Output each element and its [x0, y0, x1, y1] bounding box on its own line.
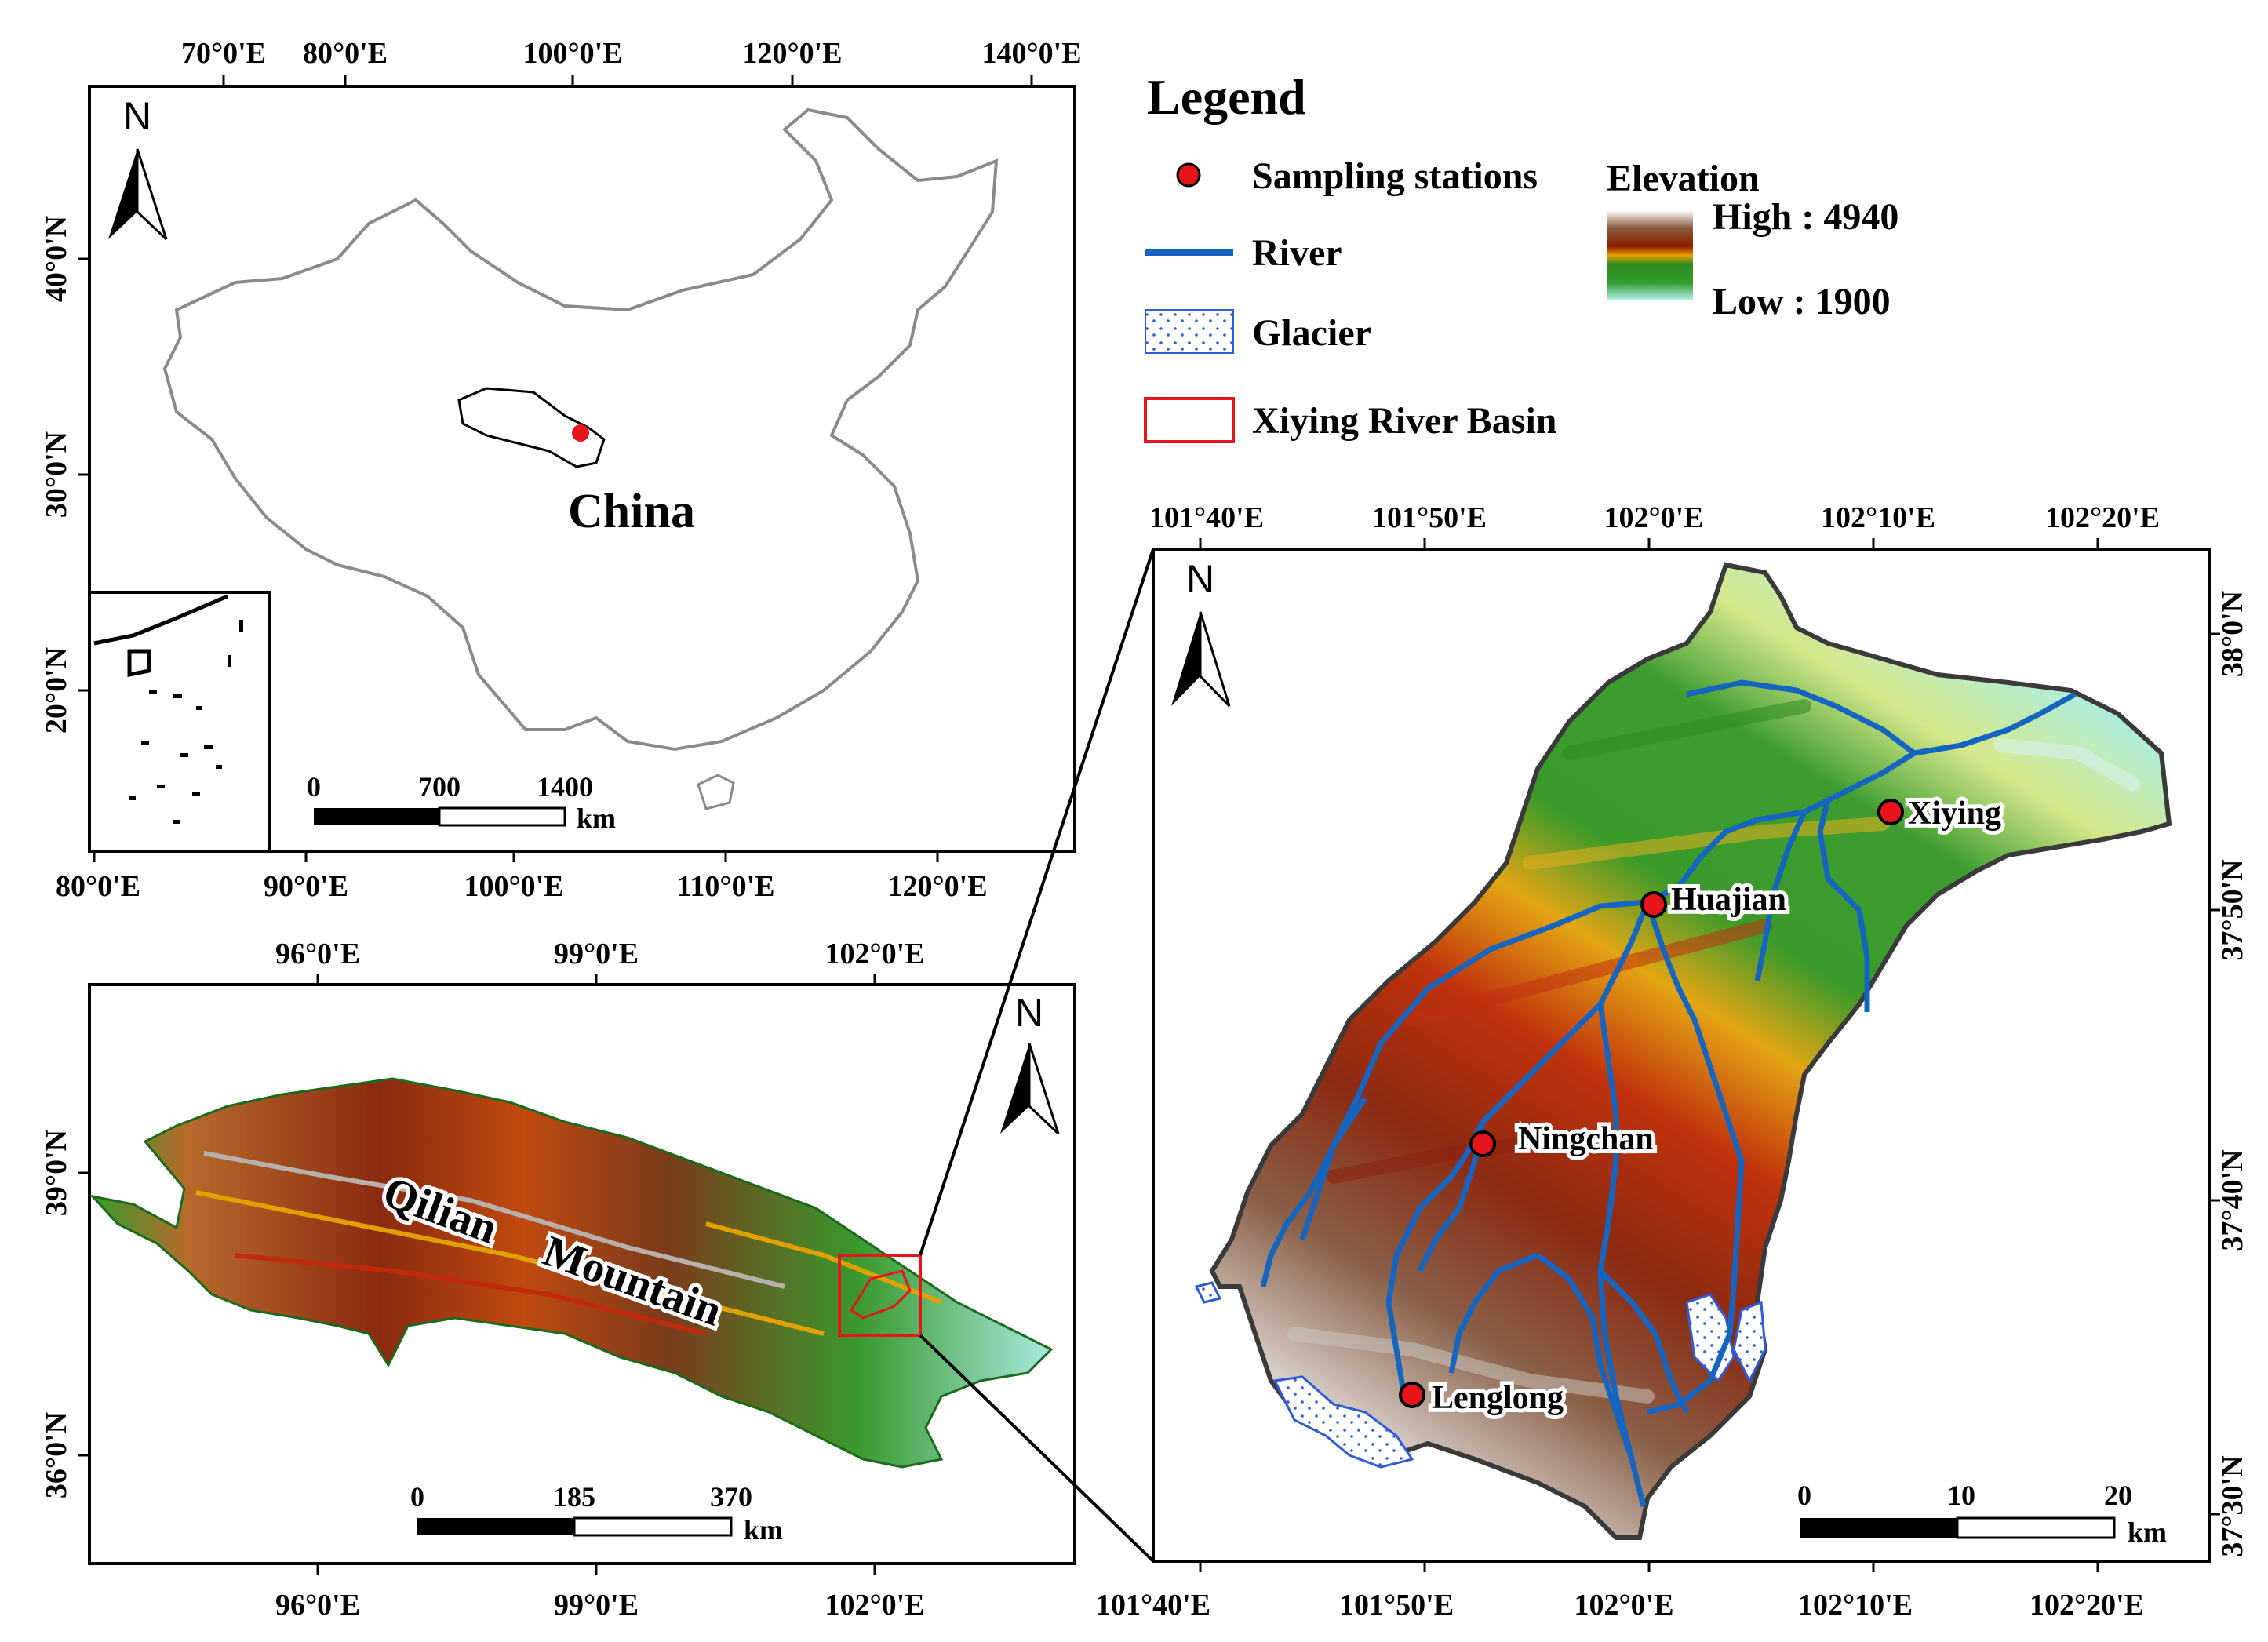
china-label: China — [568, 485, 695, 538]
qilian-left-tick-1: 39°0'N — [40, 1130, 73, 1216]
basin-north-label: N — [1186, 557, 1214, 601]
china-top-tick-1: 70°0'E — [181, 37, 266, 70]
basin-right-tick-1: 38°0'N — [2216, 591, 2249, 677]
china-top-tick-3: 100°0'E — [522, 37, 622, 70]
basin-bottom-tick-2: 101°50'E — [1339, 1589, 1454, 1622]
legend-elevation-title: Elevation — [1607, 158, 1760, 199]
china-north-label: N — [123, 94, 151, 138]
basin-top-tick-2: 101°50'E — [1372, 501, 1487, 534]
legend-basin-symbol — [1144, 397, 1235, 443]
basin-north-arrow: N — [1171, 557, 1231, 708]
legend-glacier-label: Glacier — [1252, 312, 1371, 354]
basin-right-tick-4: 37°30'N — [2216, 1455, 2249, 1556]
china-bottom-tick-5: 120°0'E — [887, 870, 987, 903]
legend-station-symbol — [1176, 162, 1201, 188]
zoom-connector-lines — [919, 548, 1155, 1563]
qilian-scale-2: 370 — [710, 1481, 752, 1513]
basin-scale-1: 10 — [1947, 1480, 1975, 1511]
south-china-sea-inset — [88, 591, 271, 853]
legend-elevation-ramp — [1607, 210, 1693, 300]
basin-stations: Xiying Huajian Ningchan Lenglong — [1399, 792, 2005, 1420]
china-map-panel: 70°0'E 80°0'E 100°0'E 120°0'E 140°0'E 80… — [40, 37, 1082, 903]
qilian-scale-1: 185 — [553, 1481, 595, 1513]
qilian-north-label: N — [1015, 991, 1043, 1035]
legend-elevation-high: High : 4940 — [1713, 196, 1898, 238]
qilian-top-tick-3: 102°0'E — [825, 938, 924, 970]
qilian-scale-unit: km — [744, 1514, 783, 1546]
station-ningchan-marker — [1469, 1130, 1496, 1157]
basin-right-tick-2: 37°50'N — [2216, 859, 2249, 960]
china-study-area-dot — [572, 424, 589, 442]
basin-terrain-texture — [1287, 699, 2141, 1404]
china-top-tick-5: 140°0'E — [981, 37, 1081, 70]
basin-top-tick-1: 101°40'E — [1149, 501, 1264, 534]
legend-river-label: River — [1252, 232, 1342, 274]
station-lenglong-marker — [1399, 1382, 1425, 1408]
china-left-tick-1: 40°0'N — [40, 216, 73, 302]
basin-scale-unit: km — [2128, 1516, 2167, 1548]
basin-bottom-tick-3: 102°0'E — [1574, 1589, 1673, 1622]
station-lenglong-label: Lenglong — [1432, 1380, 1564, 1416]
china-scale-2: 1400 — [537, 771, 593, 803]
qilian-top-tick-2: 99°0'E — [554, 938, 639, 970]
legend-station-label: Sampling stations — [1252, 155, 1538, 197]
qilian-bottom-tick-3: 102°0'E — [825, 1589, 924, 1622]
basin-bottom-tick-5: 102°20'E — [2030, 1589, 2144, 1622]
legend: Legend Sampling stations River Glacier X… — [1144, 69, 1898, 443]
china-left-tick-2: 30°0'N — [40, 431, 73, 518]
station-huajian-label: Huajian — [1671, 882, 1786, 918]
china-left-tick-3: 20°0'N — [40, 647, 73, 734]
china-scale-bar: 0 700 1400 km — [307, 771, 616, 834]
basin-top-tick-5: 102°20'E — [2045, 501, 2160, 534]
qilian-left-tick-2: 36°0'N — [40, 1412, 73, 1498]
basin-map-panel: 101°40'E 101°50'E 102°0'E 102°10'E 102°2… — [1096, 501, 2249, 1622]
qilian-scale-bar: 0 185 370 km — [410, 1481, 783, 1546]
legend-elevation-low: Low : 1900 — [1713, 281, 1891, 322]
station-ningchan-label: Ningchan — [1518, 1121, 1654, 1157]
legend-glacier-symbol — [1145, 309, 1234, 354]
station-xiying-label: Xiying — [1908, 796, 2001, 832]
basin-right-tick-3: 37°40'N — [2216, 1149, 2249, 1251]
legend-title: Legend — [1147, 69, 1306, 125]
qilian-ridges — [195, 1151, 943, 1336]
china-top-tick-2: 80°0'E — [303, 37, 388, 70]
qilian-top-tick-1: 96°0'E — [275, 938, 360, 970]
basin-bottom-tick-4: 102°10'E — [1798, 1589, 1913, 1622]
basin-scale-2: 20 — [2104, 1480, 2132, 1511]
basin-scale-0: 0 — [1797, 1480, 1811, 1511]
qilian-outline-in-china — [457, 387, 606, 468]
qilian-bottom-tick-1: 96°0'E — [275, 1589, 360, 1622]
china-bottom-tick-4: 110°0'E — [676, 870, 774, 903]
qilian-bottom-tick-2: 99°0'E — [554, 1589, 639, 1622]
xiying-basin-dem — [1209, 562, 2172, 1540]
china-top-tick-4: 120°0'E — [742, 37, 842, 70]
qilian-north-arrow: N — [1000, 991, 1060, 1135]
china-scale-0: 0 — [307, 771, 321, 803]
china-bottom-tick-1: 80°0'E — [56, 870, 140, 903]
basin-bottom-tick-1: 101°40'E — [1096, 1589, 1210, 1622]
basin-rivers — [1260, 679, 2077, 1507]
qilian-basin-box — [838, 1254, 922, 1337]
china-bottom-tick-2: 90°0'E — [264, 870, 348, 903]
basin-top-tick-4: 102°10'E — [1821, 501, 1935, 534]
station-xiying-marker — [1877, 799, 1904, 825]
china-north-arrow: N — [108, 94, 168, 241]
basin-top-tick-3: 102°0'E — [1604, 501, 1703, 534]
hainan-island — [697, 774, 735, 810]
china-scale-1: 700 — [418, 771, 461, 803]
china-bottom-tick-3: 100°0'E — [464, 870, 563, 903]
qilian-map-panel: 96°0'E 99°0'E 102°0'E 96°0'E 99°0'E 102°… — [40, 938, 1076, 1622]
legend-basin-label: Xiying River Basin — [1252, 400, 1557, 442]
basin-scale-bar: 0 10 20 km — [1797, 1480, 2167, 1548]
qilian-scale-0: 0 — [410, 1481, 424, 1513]
china-scale-unit: km — [577, 803, 616, 834]
station-huajian-marker — [1640, 891, 1667, 918]
